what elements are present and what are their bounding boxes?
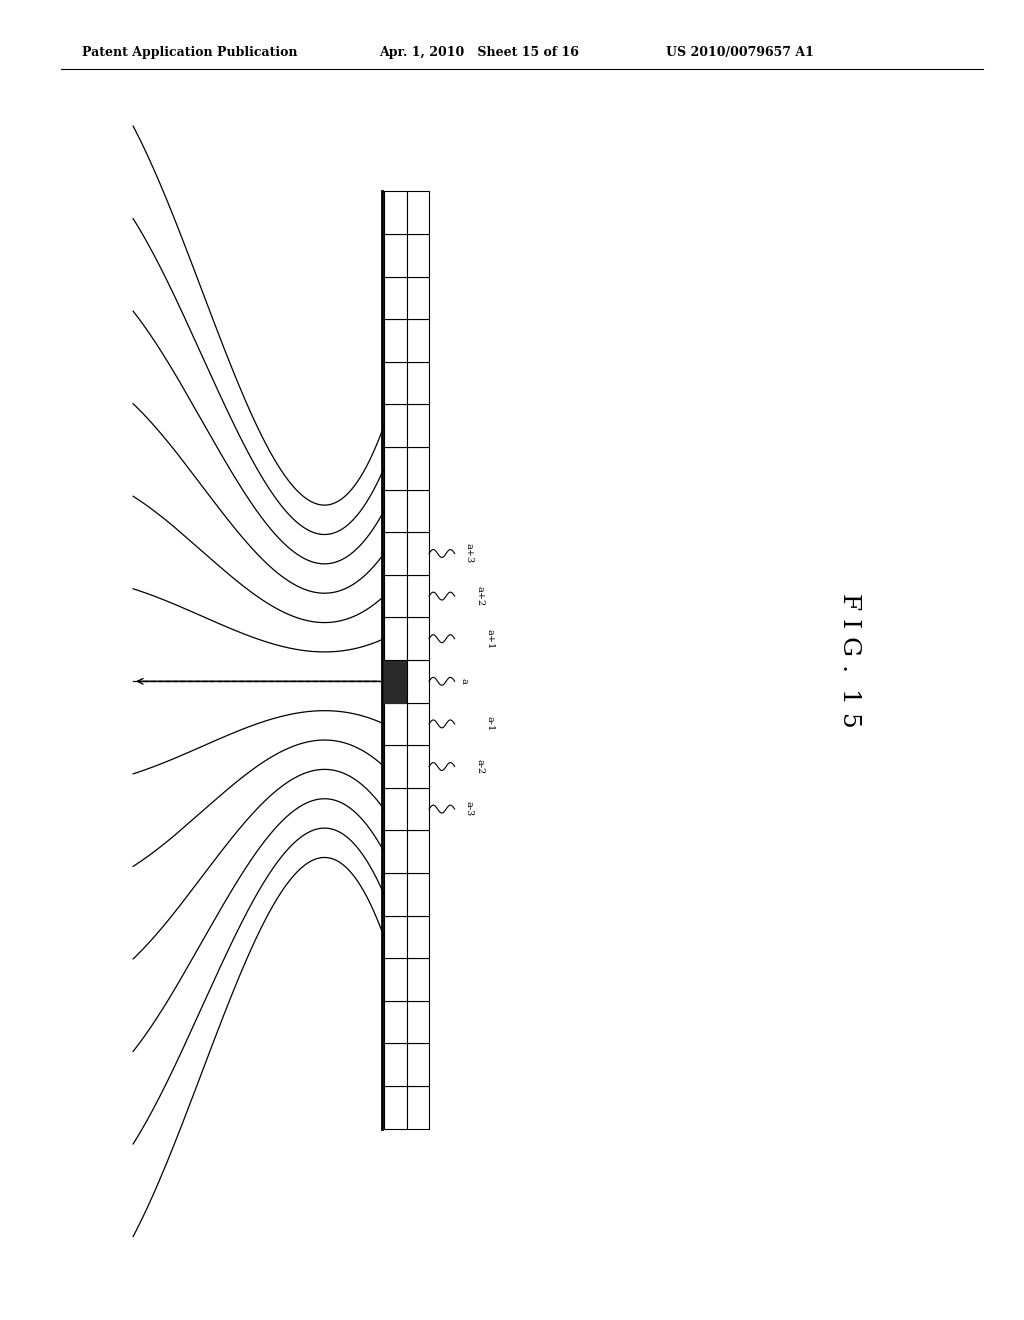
Bar [407,746,429,788]
Text: a+1: a+1 [485,628,495,649]
Text: F I G .  1 5: F I G . 1 5 [839,593,861,727]
Text: a+2: a+2 [475,586,484,606]
Bar [407,1001,429,1043]
Bar [407,234,429,277]
Bar [407,788,429,830]
Bar [407,660,429,702]
Bar [384,447,407,490]
Bar [384,404,407,447]
Bar [384,958,407,1001]
Bar [407,1043,429,1086]
Bar [407,404,429,447]
Bar [384,1086,407,1129]
Bar [407,319,429,362]
Bar [384,234,407,277]
Text: Apr. 1, 2010   Sheet 15 of 16: Apr. 1, 2010 Sheet 15 of 16 [379,46,579,59]
Bar [384,532,407,574]
Text: a+3: a+3 [465,544,474,564]
Text: a-1: a-1 [485,717,495,731]
Text: a-2: a-2 [475,759,484,774]
Bar [407,490,429,532]
Bar [407,830,429,873]
Bar [384,1001,407,1043]
Bar [407,702,429,746]
Bar [407,916,429,958]
Bar [407,277,429,319]
Text: a-3: a-3 [465,801,474,817]
Bar [384,319,407,362]
Bar [407,958,429,1001]
Bar [407,362,429,404]
Bar [407,618,429,660]
Bar [384,362,407,404]
Bar [407,1086,429,1129]
Bar [384,873,407,916]
Text: a: a [460,678,469,684]
Bar [407,532,429,574]
Bar [384,830,407,873]
Bar [384,660,407,702]
Bar [384,618,407,660]
Bar [384,788,407,830]
Bar [384,574,407,618]
Bar [384,1043,407,1086]
Bar [384,191,407,234]
Text: Patent Application Publication: Patent Application Publication [82,46,297,59]
Bar [384,916,407,958]
Bar [407,574,429,618]
Bar [407,873,429,916]
Bar [384,702,407,746]
Text: US 2010/0079657 A1: US 2010/0079657 A1 [666,46,813,59]
Bar [407,447,429,490]
Bar [384,277,407,319]
Bar [407,191,429,234]
Bar [384,746,407,788]
Bar [384,490,407,532]
